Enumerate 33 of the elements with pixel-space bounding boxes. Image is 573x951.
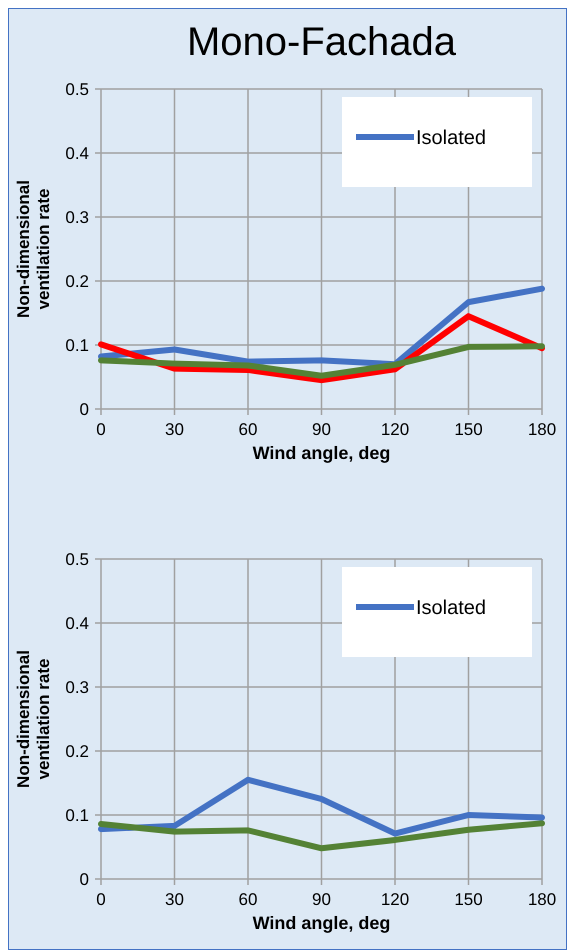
y-tick-label: 0 — [80, 400, 89, 419]
y-tick-label: 0.2 — [65, 272, 89, 291]
x-axis-title: Wind angle, deg — [252, 913, 390, 933]
y-tick-label: 0.3 — [65, 208, 89, 227]
x-tick-label: 30 — [165, 420, 184, 439]
y-axis-title: Non-dimensional ventilation rate — [14, 180, 53, 318]
x-tick-label: 0 — [96, 420, 106, 439]
chart-title: Mono-Fachada — [186, 20, 457, 64]
x-tick-label: 180 — [528, 420, 556, 439]
y-tick-label: 0.3 — [65, 678, 89, 697]
x-tick-label: 90 — [312, 890, 331, 909]
y-tick-label: 0.2 — [65, 742, 89, 761]
x-tick-label: 60 — [238, 890, 258, 909]
y-tick-label: 0 — [80, 870, 89, 889]
y-tick-label: 0.5 — [65, 550, 89, 569]
x-tick-label: 150 — [454, 420, 483, 439]
y-axis-title: Non-dimensional ventilation rate — [14, 650, 53, 788]
x-tick-label: 90 — [312, 420, 331, 439]
x-axis-title: Wind angle, deg — [252, 443, 390, 463]
x-tick-label: 180 — [528, 890, 556, 909]
x-tick-label: 150 — [454, 890, 483, 909]
x-tick-label: 120 — [380, 420, 410, 439]
x-tick-label: 0 — [96, 890, 106, 909]
x-tick-label: 120 — [380, 890, 410, 909]
y-tick-label: 0.1 — [65, 806, 89, 825]
y-tick-label: 0.4 — [65, 144, 89, 163]
y-tick-label: 0.1 — [65, 336, 89, 355]
y-tick-label: 0.5 — [65, 80, 89, 99]
x-tick-label: 30 — [165, 890, 184, 909]
x-tick-label: 60 — [238, 420, 258, 439]
legend-label: Isolated — [416, 127, 486, 149]
legend-label: Isolated — [416, 597, 486, 619]
y-tick-label: 0.4 — [65, 614, 89, 633]
